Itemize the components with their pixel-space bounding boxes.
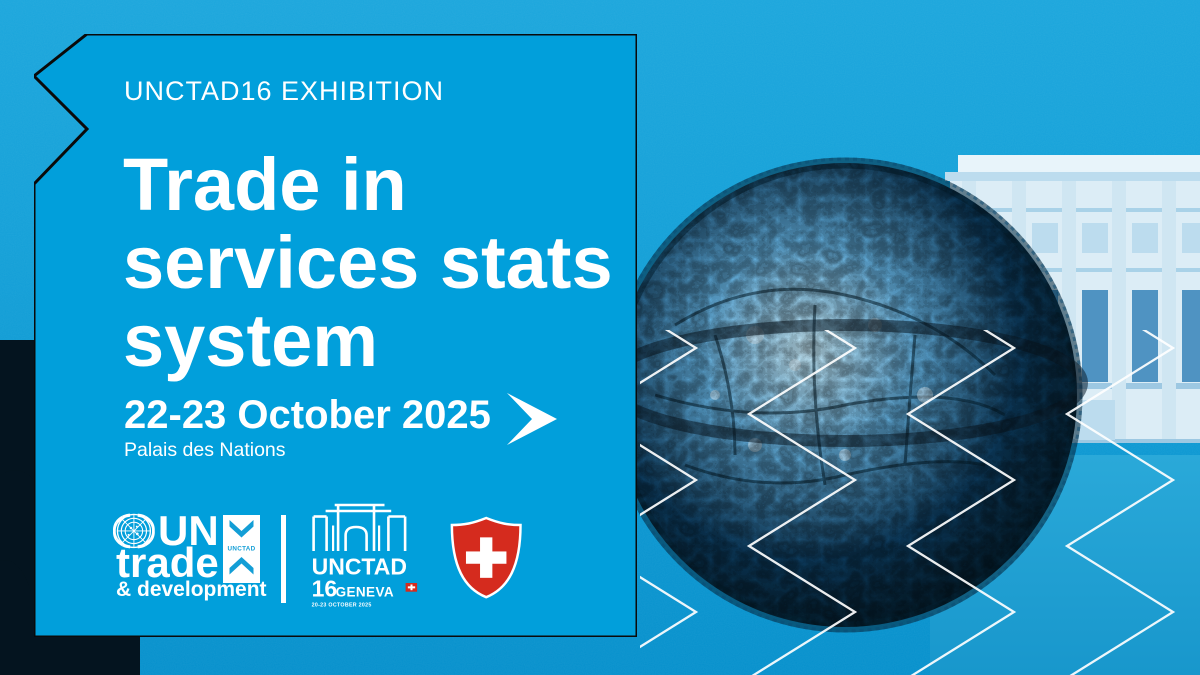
svg-text:UNCTAD: UNCTAD xyxy=(228,546,256,553)
svg-text:20-23 OCTOBER 2025: 20-23 OCTOBER 2025 xyxy=(312,603,372,609)
svg-text:GENEVA: GENEVA xyxy=(336,585,394,600)
svg-text:16: 16 xyxy=(312,576,338,602)
